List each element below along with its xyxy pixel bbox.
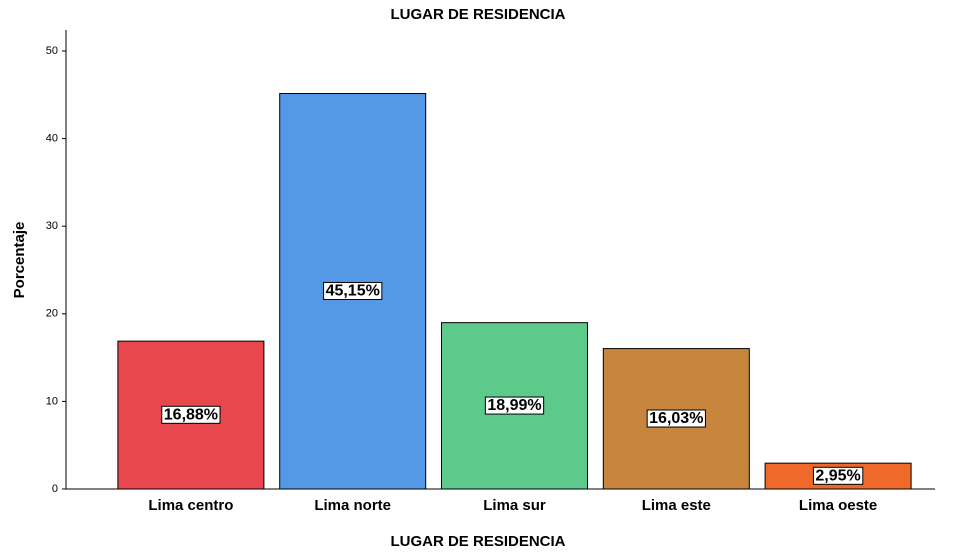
x-axis-title: LUGAR DE RESIDENCIA xyxy=(390,533,565,550)
y-tick-label: 10 xyxy=(46,395,58,407)
y-tick-label: 20 xyxy=(46,308,58,320)
value-label: 2,95% xyxy=(815,467,860,484)
chart-title: LUGAR DE RESIDENCIA xyxy=(390,6,565,23)
value-label-box xyxy=(646,409,706,428)
y-tick-label: 30 xyxy=(46,220,58,232)
x-tick-label: Lima sur xyxy=(483,497,546,514)
value-label-box xyxy=(484,396,545,415)
y-tick-label: 40 xyxy=(46,133,58,145)
value-label: 45,15% xyxy=(326,282,380,299)
value-label-box xyxy=(323,281,383,300)
value-label: 18,99% xyxy=(487,397,541,414)
y-axis-title: Porcentaje xyxy=(11,222,28,299)
x-tick-label: Lima norte xyxy=(314,497,391,514)
x-tick-label: Lima este xyxy=(642,497,711,514)
y-tick-label: 50 xyxy=(46,45,58,57)
y-tick-label: 0 xyxy=(52,483,58,495)
value-label: 16,88% xyxy=(164,406,218,423)
x-tick-label: Lima centro xyxy=(148,497,233,514)
value-label-box xyxy=(161,405,221,424)
x-tick-label: Lima oeste xyxy=(799,497,877,514)
value-label: 16,03% xyxy=(649,410,703,427)
value-label-box xyxy=(812,466,864,485)
